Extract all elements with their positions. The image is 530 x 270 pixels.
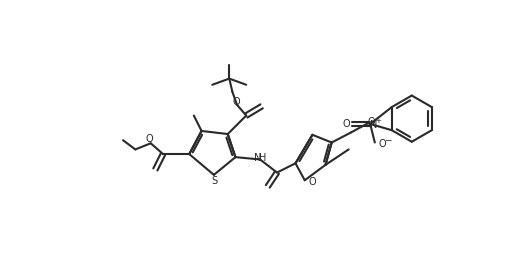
Text: +: + (375, 118, 381, 124)
Text: N: N (254, 153, 261, 163)
Text: O: O (232, 97, 240, 107)
Text: N: N (369, 120, 377, 130)
Text: O: O (342, 119, 350, 129)
Text: −: − (384, 136, 392, 145)
Text: O: O (145, 134, 153, 144)
Text: O: O (368, 117, 376, 127)
Text: H: H (259, 153, 266, 163)
Text: O: O (308, 177, 316, 187)
Text: O: O (379, 139, 386, 149)
Text: S: S (211, 176, 218, 186)
